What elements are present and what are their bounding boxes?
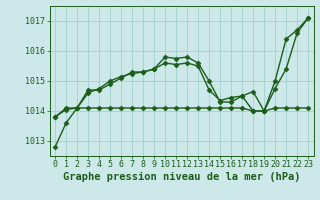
- X-axis label: Graphe pression niveau de la mer (hPa): Graphe pression niveau de la mer (hPa): [63, 172, 300, 182]
